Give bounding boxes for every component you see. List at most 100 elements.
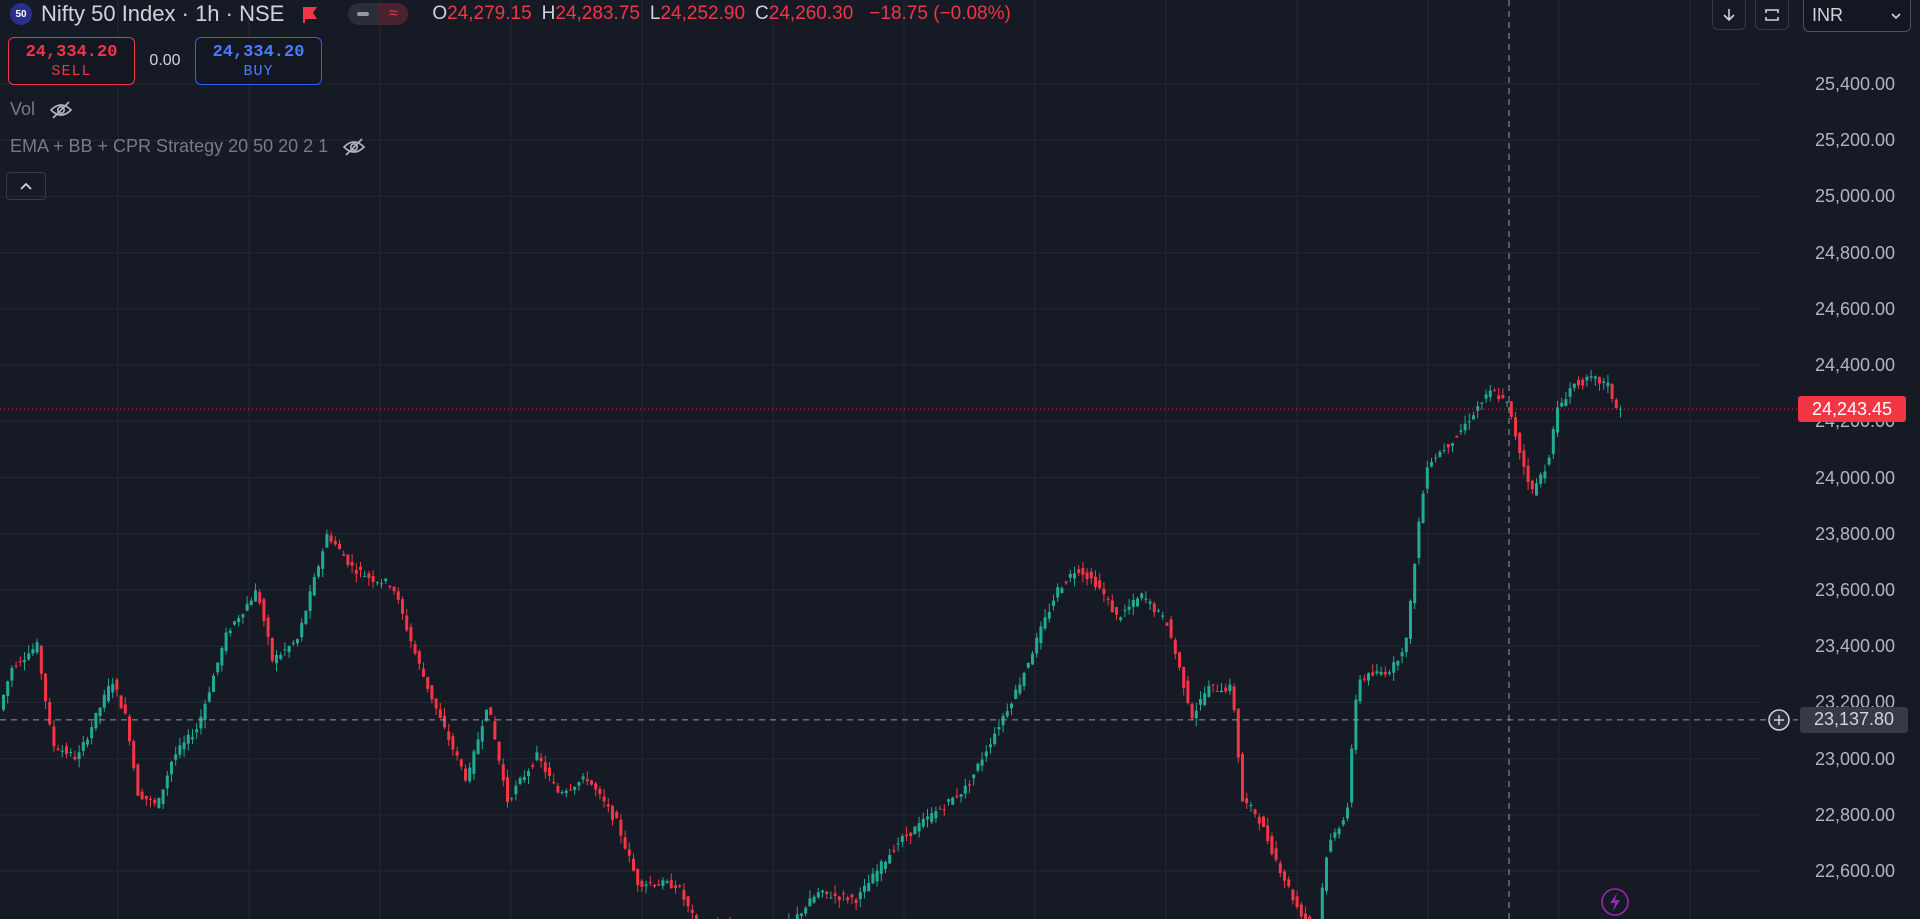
candle-body <box>577 782 581 786</box>
candle-body <box>506 777 509 803</box>
candle-body <box>1392 662 1396 673</box>
candle-body <box>816 892 820 898</box>
candle-body <box>552 781 556 784</box>
candle-body <box>56 748 60 751</box>
candle-body <box>1018 684 1022 694</box>
candle-body <box>388 585 392 587</box>
candle-body <box>1598 377 1601 384</box>
candle-body <box>170 761 173 775</box>
candle-body <box>212 675 215 692</box>
chart-grid <box>0 0 1760 919</box>
candle-body <box>1396 661 1400 666</box>
candle-body <box>178 745 182 755</box>
candle-body <box>648 882 652 884</box>
candle-body <box>611 805 614 821</box>
candle-body <box>304 610 308 624</box>
candle-body <box>1371 672 1375 676</box>
candle-body <box>1098 580 1102 588</box>
candle-body <box>220 647 224 666</box>
candle-body <box>518 778 522 784</box>
candle-body <box>35 642 39 653</box>
chart-mode-toggle[interactable]: ≈ <box>348 3 409 25</box>
minus-icon[interactable] <box>348 3 378 25</box>
price-axis-label: 24,000.00 <box>1814 467 1896 488</box>
candle-body <box>1593 376 1597 379</box>
plus-circle-icon[interactable] <box>1766 707 1792 733</box>
candle-body <box>136 764 140 796</box>
candle-body <box>1535 483 1538 496</box>
candle-body <box>1304 913 1307 919</box>
refresh-button[interactable] <box>1755 0 1789 30</box>
price-axis-label: 23,000.00 <box>1814 748 1896 769</box>
candle-body <box>619 819 623 836</box>
candle-body <box>1585 376 1589 381</box>
candle-body <box>690 909 694 914</box>
candle-body <box>686 896 690 907</box>
candle-body <box>128 716 131 742</box>
candle-body <box>535 752 539 760</box>
candle-body <box>640 880 644 887</box>
candle-body <box>1152 603 1156 613</box>
candle-body <box>1358 679 1362 702</box>
download-button[interactable] <box>1712 0 1746 30</box>
candle-body <box>266 617 270 637</box>
nifty-50-badge-icon: 50 <box>10 3 32 25</box>
candle-body <box>980 759 984 766</box>
candle-body <box>1203 693 1207 706</box>
eye-hidden-icon[interactable] <box>342 137 366 157</box>
candle-body <box>1308 916 1312 919</box>
buy-button[interactable]: 24,334.20 BUY <box>195 37 322 85</box>
collapse-legend-button[interactable] <box>6 172 46 200</box>
candle-body <box>1333 832 1337 838</box>
candle-body <box>367 573 371 578</box>
candle-body <box>1182 667 1186 689</box>
candle-body <box>241 614 245 618</box>
study-volume[interactable]: Vol <box>10 99 73 120</box>
candle-body <box>254 590 257 602</box>
candle-body <box>1056 587 1060 598</box>
candle-body <box>972 774 976 779</box>
candle-body <box>951 797 955 805</box>
candle-body <box>359 566 362 570</box>
candle-body <box>1253 809 1257 815</box>
candle-body <box>1383 671 1387 675</box>
flag-icon[interactable] <box>302 6 318 23</box>
candle-body <box>867 883 871 892</box>
candle-body <box>312 576 316 596</box>
approx-icon[interactable]: ≈ <box>378 3 409 25</box>
candle-body <box>590 780 593 785</box>
candle-body <box>144 795 148 800</box>
candle-body <box>48 702 52 725</box>
candle-body <box>1467 421 1471 423</box>
price-axis-label: 25,000.00 <box>1814 186 1896 207</box>
candle-body <box>1421 493 1425 524</box>
sell-button[interactable]: 24,334.20 SELL <box>8 37 135 85</box>
candle-body <box>934 811 938 819</box>
candle-body <box>489 707 493 715</box>
candle-body <box>527 771 530 777</box>
candle-body <box>1127 606 1131 610</box>
eye-hidden-icon[interactable] <box>49 100 73 120</box>
candle-body <box>31 649 35 654</box>
candle-body <box>1346 807 1349 819</box>
candle-body <box>451 736 455 750</box>
symbol-title[interactable]: Nifty 50 Index · 1h · NSE <box>41 1 285 26</box>
candle-body <box>1035 637 1039 654</box>
candle-body <box>455 751 459 756</box>
study-strategy[interactable]: EMA + BB + CPR Strategy 20 50 20 2 1 <box>10 136 366 157</box>
price-axis-label: 23,400.00 <box>1814 636 1896 657</box>
candle-body <box>485 709 488 721</box>
candle-body <box>522 776 526 781</box>
candle-body <box>1123 609 1127 611</box>
candle-body <box>39 645 43 674</box>
candle-body <box>892 850 896 852</box>
currency-select[interactable]: INR <box>1803 0 1911 32</box>
candle-body <box>1068 573 1072 578</box>
candle-body <box>909 832 913 837</box>
lightning-icon[interactable] <box>1600 887 1630 917</box>
candle-body <box>443 715 446 728</box>
candle-body <box>1236 708 1240 758</box>
candle-body <box>1224 687 1228 692</box>
candle-body <box>6 681 10 696</box>
